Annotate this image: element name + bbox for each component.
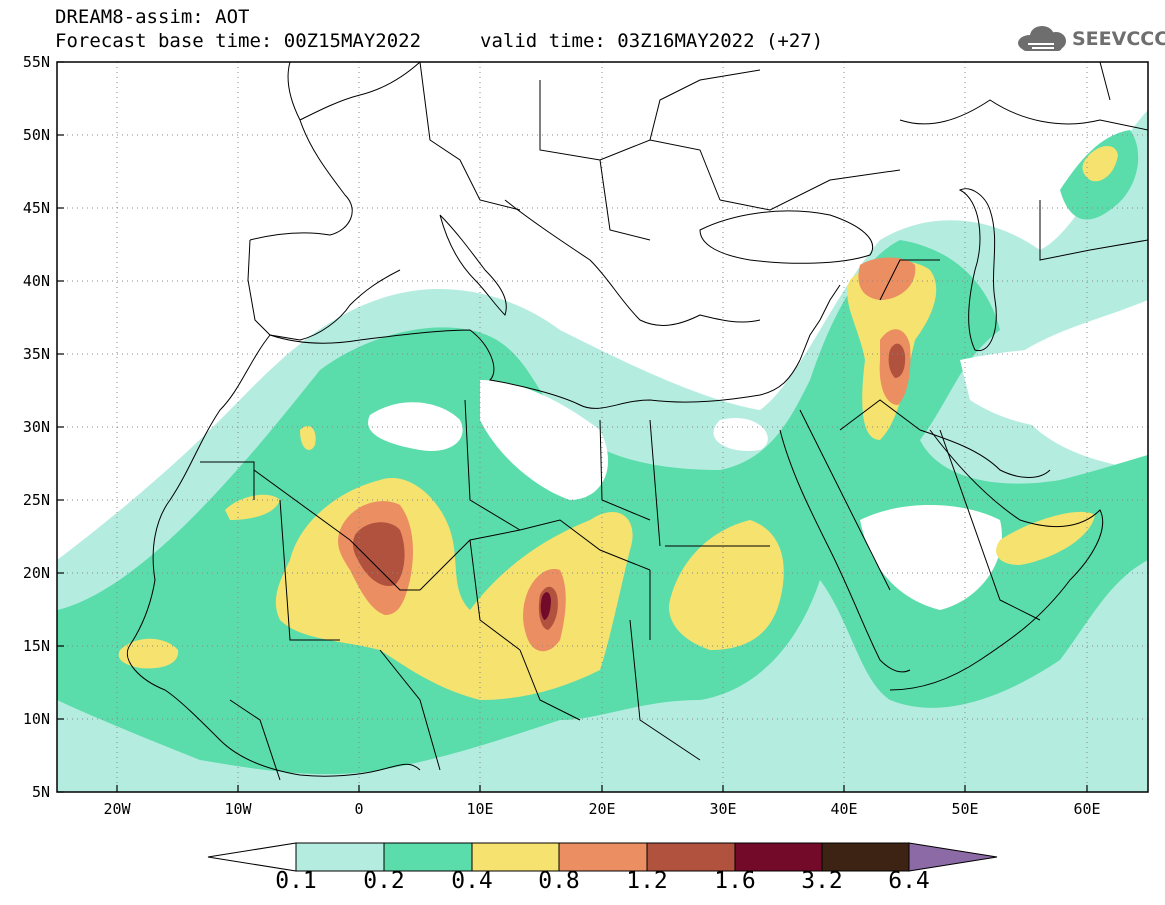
lat-label: 35N	[22, 345, 50, 363]
colorbar-label: 1.2	[626, 868, 668, 894]
lat-label: 30N	[22, 418, 50, 436]
lat-label: 45N	[22, 199, 50, 217]
lon-label: 40E	[830, 800, 858, 818]
colorbar-bin-5	[646, 842, 736, 872]
colorbar-label: 0.2	[363, 868, 405, 894]
lon-label: 10E	[466, 800, 494, 818]
tick-marks	[57, 61, 1088, 793]
lat-label: 10N	[22, 710, 50, 728]
lat-label: 25N	[22, 491, 50, 509]
colorbar-above-triangle	[908, 842, 998, 872]
colorbar	[207, 842, 998, 872]
lon-label: 30E	[709, 800, 737, 818]
lon-label: 60E	[1073, 800, 1101, 818]
forecast-base-time: Forecast base time: 00Z15MAY2022	[55, 30, 422, 52]
colorbar-label: 3.2	[801, 868, 843, 894]
lat-label: 15N	[22, 637, 50, 655]
lon-label: 20E	[588, 800, 616, 818]
lat-label: 5N	[31, 783, 50, 801]
cloud-logo-icon	[1018, 26, 1066, 51]
colorbar-label: 0.8	[538, 868, 580, 894]
colorbar-label: 0.1	[275, 868, 317, 894]
colorbar-label: 6.4	[888, 868, 930, 894]
colorbar-label: 1.6	[714, 868, 756, 894]
colorbar-bin-3	[471, 842, 560, 872]
lon-label: 10W	[224, 800, 252, 818]
lon-label: 50E	[951, 800, 979, 818]
map-title: DREAM8-assim: AOT	[55, 6, 250, 28]
colorbar-below-triangle	[207, 842, 297, 872]
lat-label: 20N	[22, 564, 50, 582]
lat-label: 40N	[22, 272, 50, 290]
lon-label: 0	[354, 800, 364, 818]
colorbar-label: 0.4	[451, 868, 493, 894]
colorbar-bin-1	[295, 842, 385, 872]
lat-label: 55N	[22, 53, 50, 71]
valid-time: valid time: 03Z16MAY2022 (+27)	[480, 30, 824, 52]
colorbar-bin-2	[383, 842, 473, 872]
lat-label: 50N	[22, 126, 50, 144]
logo-text: SEEVCCC	[1072, 28, 1165, 50]
colorbar-bin-7	[821, 842, 910, 872]
coastlines-borders	[127, 62, 1148, 781]
colorbar-bin-4	[558, 842, 648, 872]
lon-label: 20W	[103, 800, 131, 818]
colorbar-bin-6	[734, 842, 823, 872]
